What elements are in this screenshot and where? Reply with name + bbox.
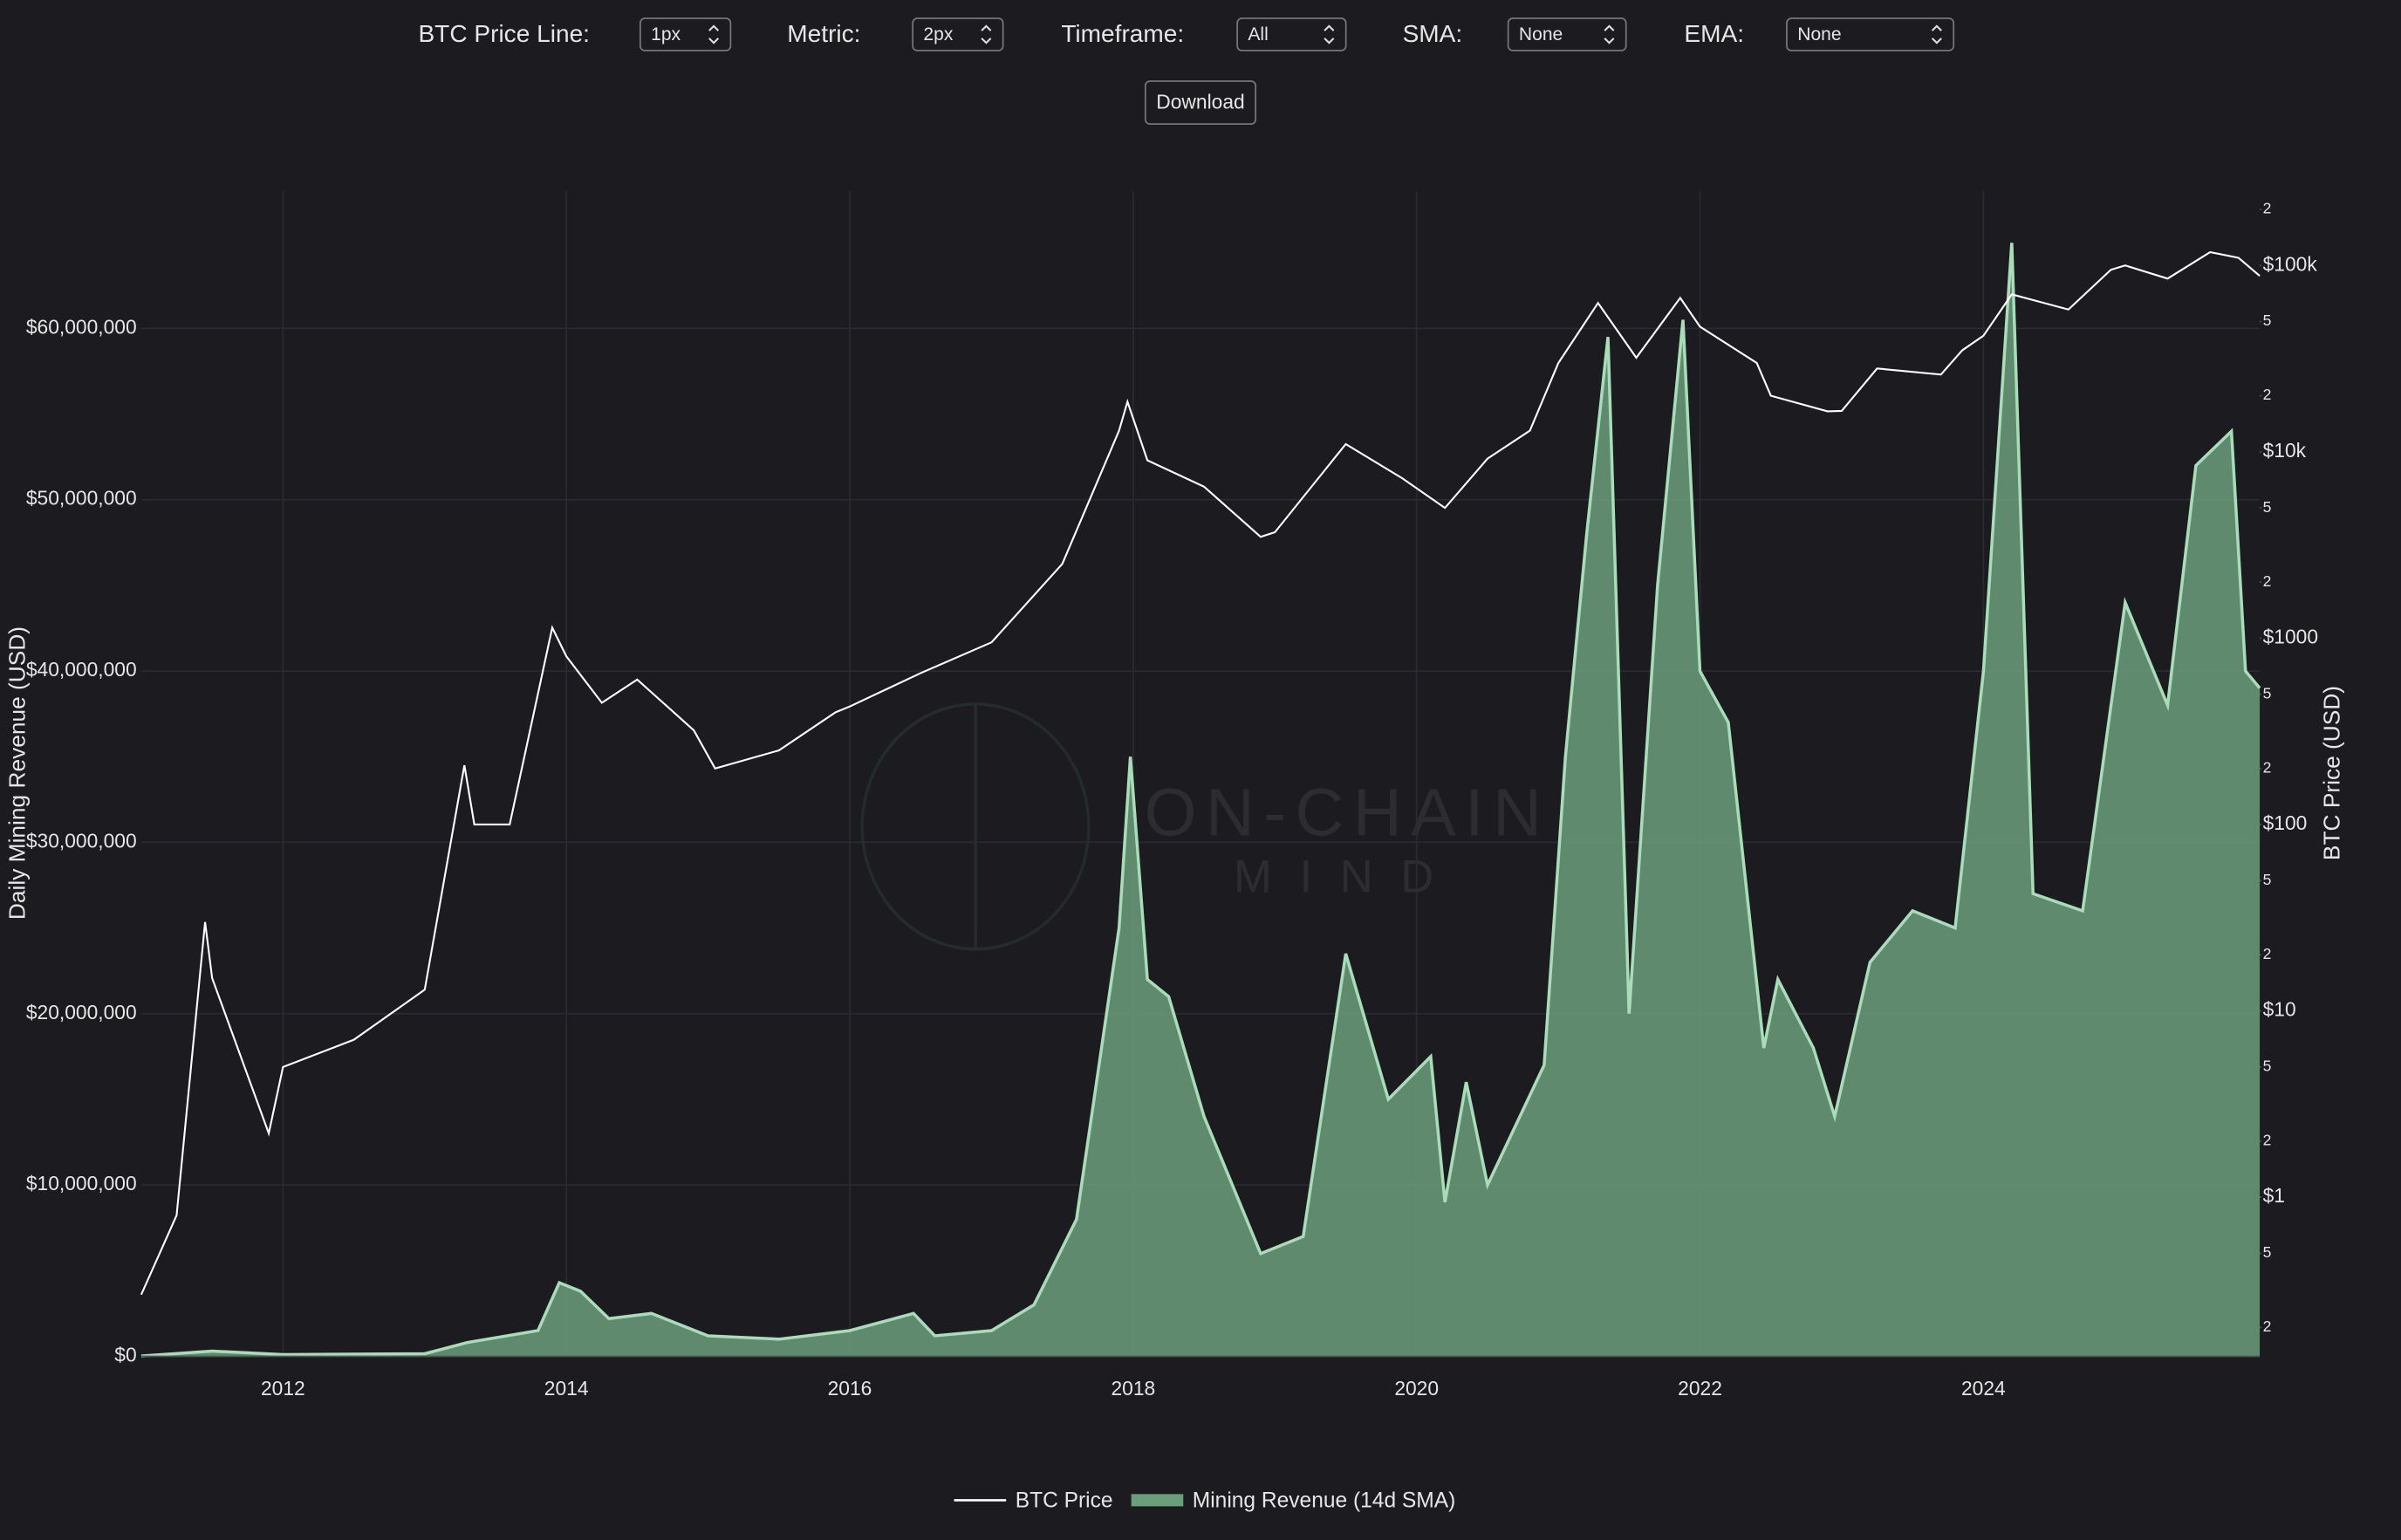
y2-tick-label: 5 — [2263, 311, 2272, 329]
select-arrows[interactable] — [1604, 24, 1615, 44]
legend-label: BTC Price — [1016, 1489, 1113, 1513]
y-tick-label: $60,000,000 — [26, 315, 137, 338]
y-axis-title: Daily Mining Revenue (USD) — [3, 626, 30, 920]
select-value[interactable]: All — [1248, 24, 1268, 44]
y2-tick-label: 2 — [2263, 1131, 2272, 1148]
control-label: EMA: — [1684, 20, 1744, 47]
control-label: Metric: — [787, 20, 860, 47]
y2-tick-label: 5 — [2263, 498, 2272, 516]
select[interactable]: 1px — [639, 17, 732, 51]
y-tick-label: $40,000,000 — [26, 658, 137, 681]
y-tick-label: $30,000,000 — [26, 829, 137, 852]
select[interactable]: All — [1236, 17, 1347, 51]
y-tick-label: $0 — [114, 1343, 136, 1365]
y2-tick-label: 2 — [2263, 945, 2272, 962]
legend-label: Mining Revenue (14d SMA) — [1193, 1489, 1456, 1513]
y-tick-label: $10,000,000 — [26, 1172, 137, 1194]
area-fill — [140, 243, 2261, 1357]
watermark-logo — [860, 702, 1091, 951]
y2-tick-label: $10 — [2263, 998, 2296, 1021]
x-tick-label: 2012 — [261, 1377, 305, 1400]
watermark: ON-CHAIN MIND — [860, 702, 1550, 951]
select-box[interactable] — [1236, 17, 1347, 51]
select-arrows[interactable] — [708, 24, 720, 44]
control-label: Timeframe: — [1061, 20, 1184, 47]
x-tick-label: 2016 — [828, 1377, 872, 1400]
select-value[interactable]: 2px — [923, 24, 953, 44]
price-line — [140, 250, 2261, 1296]
select[interactable]: None — [1786, 17, 1955, 51]
button-label[interactable]: Download — [1156, 90, 1244, 113]
y2-tick-label: 5 — [2263, 1243, 2272, 1261]
legend: BTC Price Mining Revenue (14d SMA) — [954, 1489, 1456, 1513]
legend-swatch — [1131, 1494, 1184, 1507]
x-tick-label: 2018 — [1111, 1377, 1155, 1400]
y2-axis-title: BTC Price (USD) — [2318, 686, 2344, 860]
select-value[interactable]: 1px — [651, 24, 681, 44]
area-line — [140, 243, 2261, 1358]
y-tick-label: $20,000,000 — [26, 1001, 137, 1023]
control-label: SMA: — [1403, 20, 1463, 47]
y2-tick-label: 2 — [2263, 386, 2272, 403]
select-value[interactable]: None — [1519, 24, 1563, 44]
select-value[interactable]: None — [1797, 24, 1841, 44]
select-arrows[interactable] — [981, 24, 992, 44]
download-button[interactable]: Download — [1144, 80, 1257, 125]
y2-tick-label: 2 — [2263, 758, 2272, 776]
y2-tick-label: 5 — [2263, 871, 2272, 888]
select-box[interactable] — [912, 17, 1004, 51]
x-tick-label: 2020 — [1394, 1377, 1439, 1400]
y2-tick-label: 5 — [2263, 684, 2272, 702]
y2-tick-label: $1000 — [2263, 625, 2318, 647]
x-tick-label: 2014 — [544, 1377, 589, 1400]
watermark-text: MIND — [1234, 852, 1461, 903]
y2-tick-label: $1 — [2263, 1184, 2285, 1207]
button-box[interactable] — [1144, 80, 1257, 125]
y2-tick-label: 2 — [2263, 1318, 2272, 1335]
select[interactable]: None — [1507, 17, 1627, 51]
y2-tick-label: 2 — [2263, 572, 2272, 590]
select-arrows[interactable] — [1324, 24, 1335, 44]
control-label: BTC Price Line: — [418, 20, 590, 47]
y-tick-label: $50,000,000 — [26, 487, 137, 510]
select-box[interactable] — [1507, 17, 1627, 51]
watermark-text: ON-CHAIN — [1144, 775, 1550, 850]
y2-tick-label: $10k — [2263, 439, 2307, 462]
y2-tick-label: $100k — [2263, 252, 2318, 275]
x-tick-label: 2022 — [1678, 1377, 1722, 1400]
y2-tick-label: 5 — [2263, 1057, 2272, 1074]
y2-tick-label: 2 — [2263, 200, 2272, 217]
select-box[interactable] — [639, 17, 732, 51]
x-tick-label: 2024 — [1961, 1377, 2006, 1400]
select-box[interactable] — [1786, 17, 1955, 51]
y2-tick-label: $100 — [2263, 811, 2308, 834]
select[interactable]: 2px — [912, 17, 1004, 51]
select-arrows[interactable] — [1931, 24, 1942, 44]
